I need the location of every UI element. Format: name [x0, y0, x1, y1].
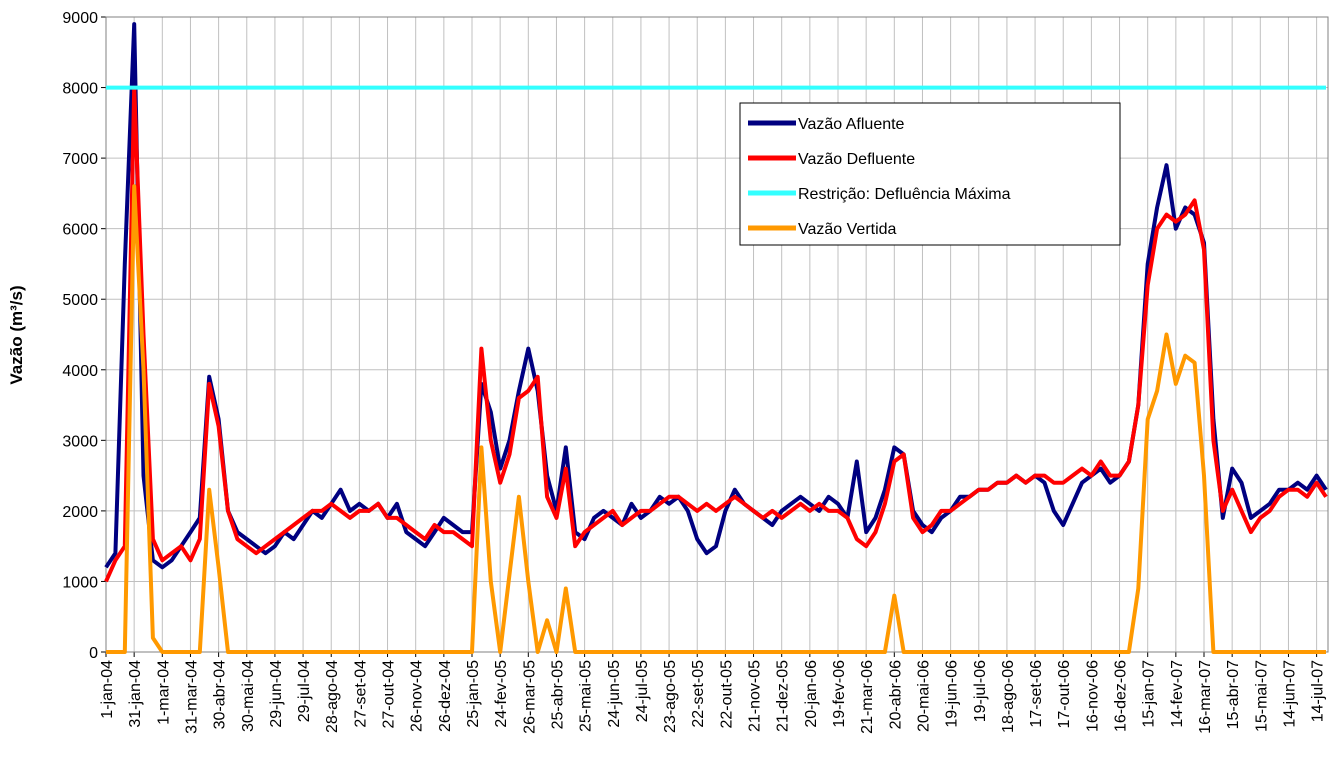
- x-tick-label: 19-jun-06: [944, 660, 961, 728]
- y-axis-label: Vazão (m³/s): [7, 285, 26, 384]
- x-tick-label: 28-ago-04: [324, 660, 341, 733]
- x-tick-label: 18-ago-06: [1000, 660, 1017, 733]
- series-line: [106, 184, 1326, 654]
- x-tick-label: 29-jul-04: [296, 660, 313, 722]
- x-tick-label: 22-out-05: [718, 660, 735, 729]
- x-tick-label: 16-nov-06: [1084, 660, 1101, 732]
- legend-label: Restrição: Defluência Máxima: [798, 186, 1011, 203]
- series-line: [104, 85, 1328, 583]
- x-tick-label: 21-nov-05: [747, 660, 764, 732]
- x-tick-label: 15-abr-07: [1225, 660, 1242, 729]
- legend-label: Vazão Defluente: [798, 151, 915, 168]
- legend-label: Vazão Afluente: [798, 116, 905, 133]
- x-tick-label: 14-jun-07: [1281, 660, 1298, 728]
- x-tick-label: 24-jun-05: [606, 660, 623, 728]
- x-tick-label: 24-jul-05: [634, 660, 651, 722]
- x-tick-label: 1-mar-04: [155, 660, 172, 725]
- x-tick-label: 14-jul-07: [1310, 660, 1327, 722]
- x-tick-label: 25-abr-05: [549, 660, 566, 729]
- x-tick-label: 21-dez-05: [775, 660, 792, 732]
- x-tick-label: 20-mai-06: [915, 660, 932, 732]
- y-tick-label: 1000: [62, 574, 98, 591]
- x-tick-label: 26-nov-04: [409, 660, 426, 732]
- x-tick-label: 24-fev-05: [493, 660, 510, 728]
- x-tick-label: 17-set-06: [1028, 660, 1045, 728]
- x-tick-label: 15-mai-07: [1253, 660, 1270, 732]
- x-tick-label: 19-jul-06: [972, 660, 989, 722]
- x-tick-label: 20-jan-06: [803, 660, 820, 728]
- x-tick-label: 16-dez-06: [1113, 660, 1130, 732]
- y-tick-label: 5000: [62, 292, 98, 309]
- y-tick-label: 9000: [62, 10, 98, 27]
- y-tick-label: 2000: [62, 504, 98, 521]
- x-tick-label: 30-mai-04: [240, 660, 257, 732]
- x-tick-label: 21-mar-06: [859, 660, 876, 734]
- y-tick-label: 7000: [62, 151, 98, 168]
- x-tick-label: 27-out-04: [381, 660, 398, 729]
- x-tick-label: 31-mar-04: [183, 660, 200, 734]
- x-tick-label: 30-abr-04: [212, 660, 229, 729]
- x-tick-label: 31-jan-04: [127, 660, 144, 728]
- x-tick-label: 20-abr-06: [887, 660, 904, 729]
- x-tick-label: 1-jan-04: [99, 660, 116, 719]
- legend-label: Vazão Vertida: [798, 221, 897, 238]
- x-tick-label: 22-set-05: [690, 660, 707, 728]
- x-tick-label: 23-ago-05: [662, 660, 679, 733]
- y-tick-label: 4000: [62, 363, 98, 380]
- x-tick-label: 25-mai-05: [578, 660, 595, 732]
- x-tick-label: 14-fev-07: [1169, 660, 1186, 728]
- x-tick-label: 19-fev-06: [831, 660, 848, 728]
- y-tick-label: 0: [89, 645, 98, 662]
- x-tick-label: 29-jun-04: [268, 660, 285, 728]
- x-tick-label: 26-mar-05: [521, 660, 538, 734]
- y-tick-label: 3000: [62, 433, 98, 450]
- y-tick-label: 6000: [62, 222, 98, 239]
- legend-box: [739, 102, 1121, 246]
- x-tick-label: 25-jan-05: [465, 660, 482, 728]
- x-tick-label: 15-jan-07: [1141, 660, 1158, 728]
- x-tick-label: 17-out-06: [1056, 660, 1073, 729]
- x-tick-label: 26-dez-04: [437, 660, 454, 732]
- x-tick-label: 27-set-04: [352, 660, 369, 728]
- y-tick-label: 8000: [62, 81, 98, 98]
- x-tick-label: 16-mar-07: [1197, 660, 1214, 734]
